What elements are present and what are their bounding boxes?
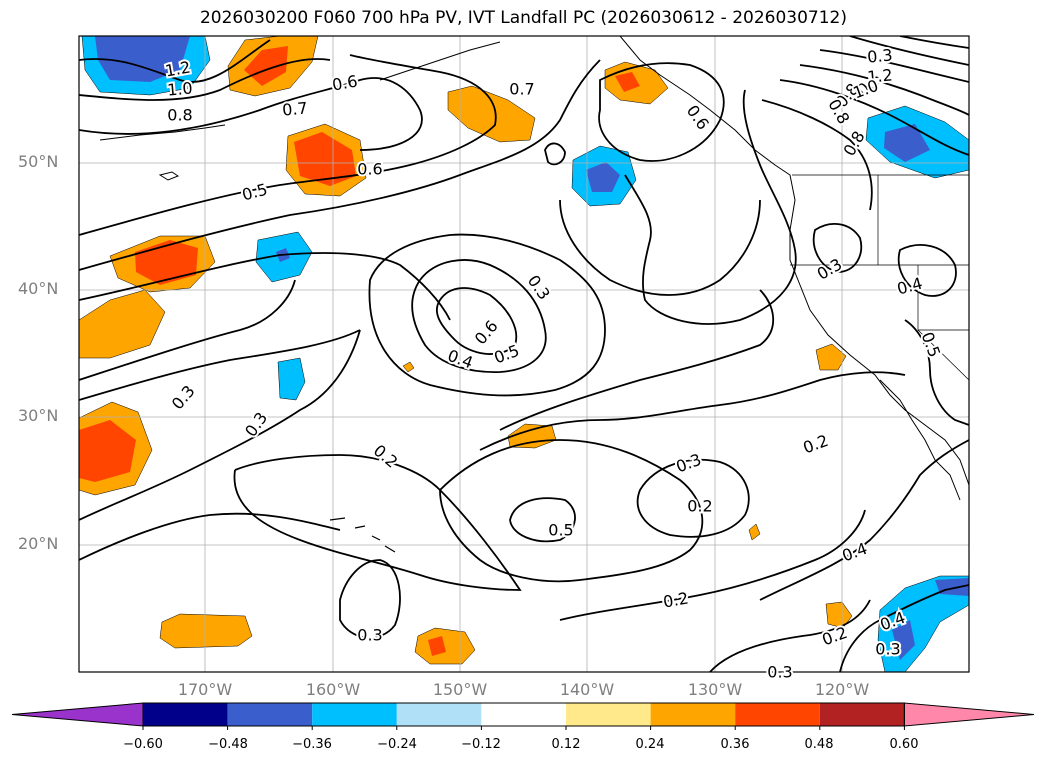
lat-label-20n: 20°N xyxy=(18,534,59,553)
hawaii xyxy=(329,517,396,553)
colorbar-tick: −0.60 xyxy=(123,737,163,752)
colorbar-frame xyxy=(142,702,905,727)
pos-anomaly-13n xyxy=(414,627,476,665)
colorbar-segment xyxy=(819,703,905,726)
pos-anomaly-15n xyxy=(825,601,853,629)
contour-label: 1.0 xyxy=(166,78,193,99)
colorbar-segment xyxy=(312,703,397,726)
lon-label-150w: 150°W xyxy=(432,680,488,699)
colorbar-tick: −0.24 xyxy=(377,737,417,752)
chart-title: 2026030200 F060 700 hPa PV, IVT Landfall… xyxy=(199,8,847,28)
contour-label: 0.8 xyxy=(167,106,192,125)
colorbar-segment xyxy=(227,703,313,726)
contour-label: 1.2 xyxy=(866,65,893,86)
colorbar-segment xyxy=(481,703,566,726)
lat-label-50n: 50°N xyxy=(18,152,59,171)
lat-label-40n: 40°N xyxy=(18,279,59,298)
contour-label: 0.6 xyxy=(357,160,382,179)
lon-label-170w: 170°W xyxy=(177,680,233,699)
gridlines xyxy=(79,36,969,672)
contour-label: 0.7 xyxy=(281,98,308,119)
colorbar-tick: −0.48 xyxy=(208,737,248,752)
contour-label: 0.3 xyxy=(357,626,382,645)
pos-anomaly-36n xyxy=(79,289,166,359)
contour-label: 0.2 xyxy=(687,497,712,516)
colorbar-tick: 0.48 xyxy=(804,737,834,752)
pv-contours xyxy=(79,36,969,672)
lon-label-130w: 130°W xyxy=(687,680,743,699)
lon-label-160w: 160°W xyxy=(305,680,361,699)
lon-label-140w: 140°W xyxy=(559,680,615,699)
colorbar-tick: 0.24 xyxy=(635,737,665,752)
colorbar-segment xyxy=(735,703,820,726)
neg-anomaly-nw-core xyxy=(95,36,190,82)
contour-label: 0.3 xyxy=(875,640,900,659)
colorbar-segment xyxy=(566,703,651,726)
lat-label-30n: 30°N xyxy=(18,406,59,425)
colorbar-tick: 0.60 xyxy=(889,737,919,752)
colorbar-tick: 0.12 xyxy=(551,737,581,752)
contour-label: 0.5 xyxy=(548,521,573,540)
colorbar xyxy=(11,702,1035,730)
colorbar-tick: −0.36 xyxy=(292,737,332,752)
contour-label: 0.3 xyxy=(767,663,792,682)
neg-anomaly-33n xyxy=(277,357,306,401)
north-america-coast xyxy=(619,36,969,486)
contour-label: 0.3 xyxy=(866,45,893,66)
colorbar-tick: −0.12 xyxy=(461,737,501,752)
plot-frame xyxy=(78,35,970,673)
colorbar-arrow-high xyxy=(903,702,1035,727)
pos-anomaly-14n xyxy=(159,613,253,649)
anomaly-shading xyxy=(79,36,969,672)
colorbar-segment xyxy=(143,703,228,726)
contour-label: 0.7 xyxy=(509,80,534,99)
colorbar-segment xyxy=(650,703,736,726)
state-borders xyxy=(790,174,969,381)
lon-label-120w: 120°W xyxy=(814,680,870,699)
baja-coast xyxy=(879,379,961,501)
colorbar-arrow-low xyxy=(11,702,144,727)
alaska-islands xyxy=(99,41,501,141)
colorbar-segment xyxy=(396,703,482,726)
colorbar-tick: 0.36 xyxy=(720,737,750,752)
coastlines xyxy=(99,36,969,553)
